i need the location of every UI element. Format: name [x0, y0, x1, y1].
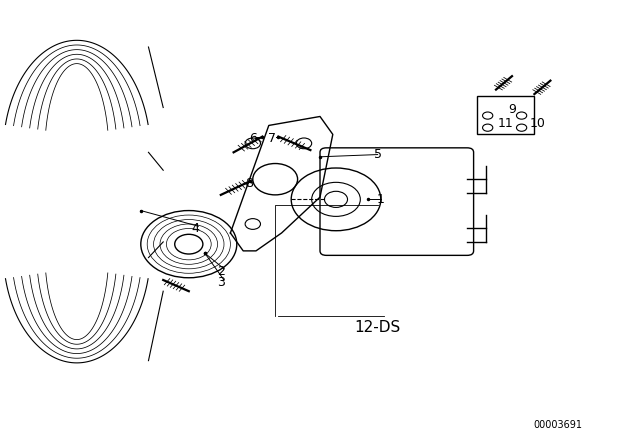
Text: 7: 7: [268, 132, 276, 146]
Text: 11: 11: [498, 116, 513, 130]
Text: 8: 8: [246, 177, 253, 190]
Text: 9: 9: [508, 103, 516, 116]
Text: 1: 1: [377, 193, 385, 206]
Text: 6: 6: [249, 132, 257, 146]
Text: 3: 3: [217, 276, 225, 289]
Text: 5: 5: [374, 148, 381, 161]
Text: 10: 10: [530, 116, 545, 130]
Text: 00003691: 00003691: [533, 420, 582, 430]
Text: 2: 2: [217, 264, 225, 278]
Text: 4: 4: [191, 222, 199, 235]
Bar: [477, 96, 534, 134]
Text: 12-DS: 12-DS: [355, 319, 401, 335]
